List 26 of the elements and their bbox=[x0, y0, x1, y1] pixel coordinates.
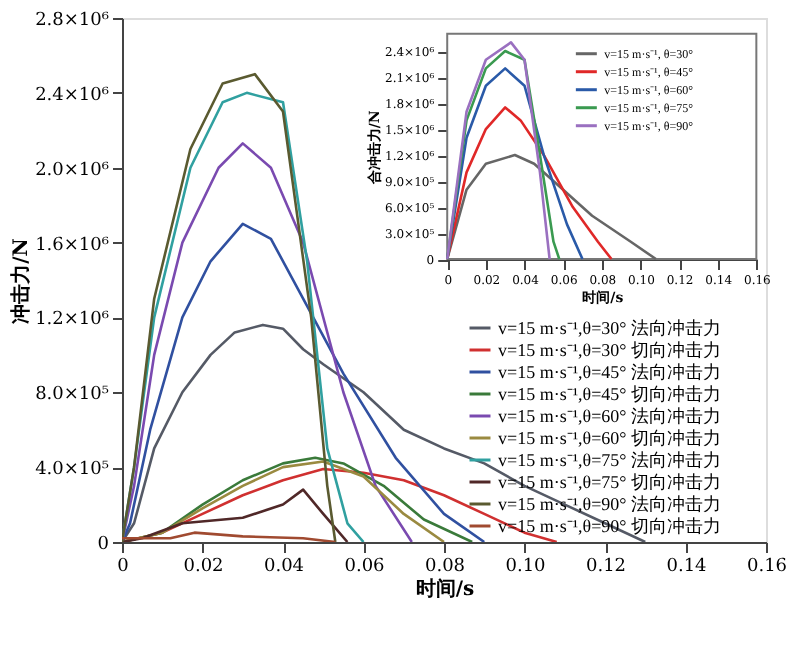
x-tick-label: 0.16 bbox=[746, 557, 788, 577]
y-tick-label: 2.8×10⁶ bbox=[35, 11, 110, 31]
x-axis-title: 时间/s bbox=[415, 577, 476, 601]
x-tick-label: 0.06 bbox=[344, 557, 386, 577]
y-tick-label: 0 bbox=[97, 535, 110, 555]
legend-label: v=15 m·s⁻¹,θ=30° 切向冲击力 bbox=[498, 340, 722, 360]
x-tick-label: 0.04 bbox=[263, 557, 305, 577]
x-tick-label: 0.10 bbox=[505, 557, 547, 577]
y-tick-label: 4.0×10⁵ bbox=[35, 460, 110, 481]
x-tick-label: 0.08 bbox=[424, 557, 466, 577]
legend-label: v=15 m·s⁻¹,θ=45° 切向冲击力 bbox=[498, 384, 722, 404]
x-tick-label: 0.14 bbox=[666, 557, 708, 577]
x-tick-label: 0 bbox=[117, 557, 130, 577]
y-tick-label: 2.0×10⁶ bbox=[35, 160, 110, 181]
y-tick-label: 1.2×10⁶ bbox=[35, 310, 110, 331]
x-tick-label: 0.02 bbox=[183, 557, 224, 577]
y-tick-label: 8.0×10⁵ bbox=[35, 385, 110, 406]
legend-label: v=15 m·s⁻¹,θ=45° 法向冲击力 bbox=[498, 362, 722, 382]
legend-label: v=15 m·s⁻¹,θ=60° 法向冲击力 bbox=[498, 406, 722, 426]
legend-label: v=15 m·s⁻¹,θ=30° 法向冲击力 bbox=[498, 318, 722, 338]
y-axis-title: 冲击力/N bbox=[9, 238, 34, 324]
y-tick-label: 2.4×10⁶ bbox=[35, 85, 110, 106]
x-tick-label: 0.12 bbox=[585, 557, 627, 577]
y-tick-label: 1.6×10⁶ bbox=[35, 235, 110, 256]
legend-label: v=15 m·s⁻¹,θ=60° 切向冲击力 bbox=[498, 428, 722, 448]
legend-label: v=15 m·s⁻¹,θ=75° 法向冲击力 bbox=[498, 450, 722, 470]
